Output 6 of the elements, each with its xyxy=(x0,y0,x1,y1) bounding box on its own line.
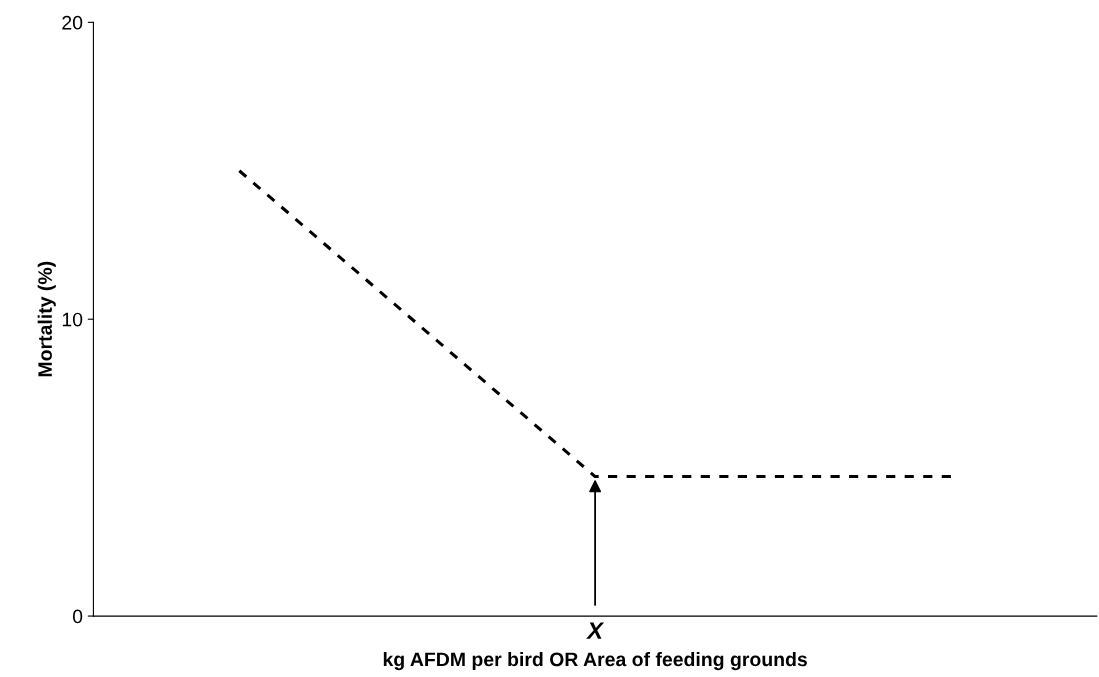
x-tick-label: X xyxy=(586,622,605,639)
x-axis-title: kg AFDM per bird OR Area of feeding grounds xyxy=(383,651,807,671)
y-tick-label: 0 xyxy=(72,609,83,624)
y-tick-label: 10 xyxy=(62,312,83,327)
y-tick-label: 20 xyxy=(62,15,83,30)
y-axis-title: Mortality (%) xyxy=(37,261,56,377)
